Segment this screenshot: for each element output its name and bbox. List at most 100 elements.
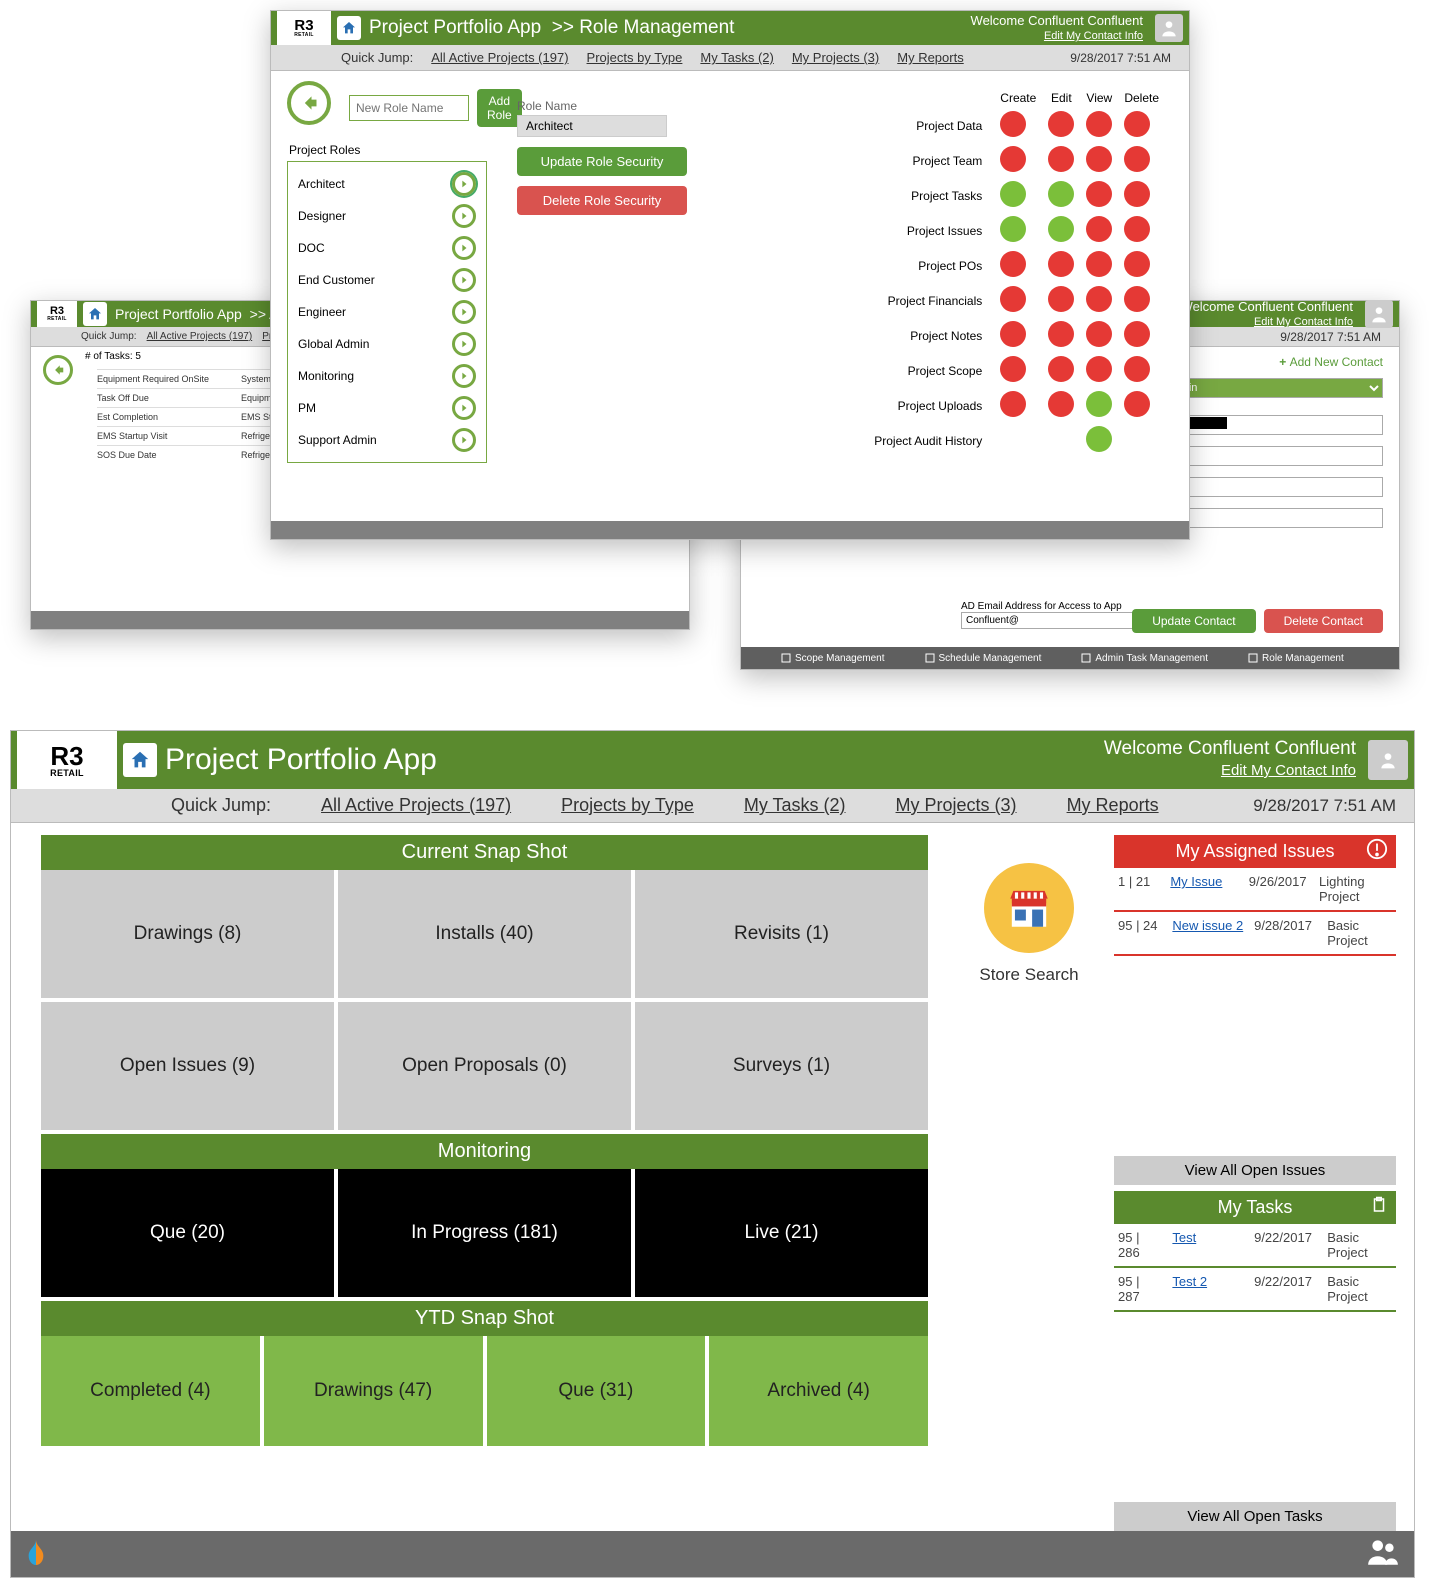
view-all-tasks[interactable]: View All Open Tasks <box>1114 1502 1396 1531</box>
perm-dot[interactable] <box>1000 181 1026 207</box>
avatar-icon[interactable] <box>1155 14 1183 42</box>
ad-email-input[interactable] <box>961 612 1161 629</box>
perm-dot[interactable] <box>1124 146 1150 172</box>
ytd-tile[interactable]: Archived (4) <box>709 1336 928 1446</box>
store-search[interactable]: Store Search <box>944 823 1114 1531</box>
edit-contact-link[interactable]: Edit My Contact Info <box>1044 30 1143 42</box>
monitoring-tile[interactable]: In Progress (181) <box>338 1169 631 1297</box>
perm-dot[interactable] <box>1124 251 1150 277</box>
qj-all[interactable]: All Active Projects (197) <box>431 50 568 65</box>
qj-type[interactable]: Projects by Type <box>587 50 683 65</box>
edit-contact-link[interactable]: Edit My Contact Info <box>1254 316 1353 328</box>
perm-dot[interactable] <box>1000 286 1026 312</box>
home-icon[interactable] <box>123 743 157 777</box>
issue-link[interactable]: My Issue <box>1170 874 1238 904</box>
perm-dot[interactable] <box>1000 111 1026 137</box>
footer-link[interactable]: Admin Task Management <box>1081 653 1208 664</box>
role-item[interactable]: Designer <box>298 200 476 232</box>
task-link[interactable]: Test <box>1172 1230 1244 1260</box>
new-role-input[interactable] <box>349 95 469 121</box>
perm-dot[interactable] <box>1086 426 1112 452</box>
qj-all[interactable]: All Active Projects (197) <box>321 795 511 816</box>
perm-dot[interactable] <box>1000 251 1026 277</box>
perm-dot[interactable] <box>1048 356 1074 382</box>
issue-link[interactable]: New issue 2 <box>1172 918 1244 948</box>
snapshot-tile[interactable]: Open Proposals (0) <box>338 1002 631 1130</box>
people-icon[interactable] <box>1366 1535 1400 1574</box>
perm-dot[interactable] <box>1048 216 1074 242</box>
qj-projects[interactable]: My Projects (3) <box>792 50 879 65</box>
perm-dot[interactable] <box>1124 216 1150 242</box>
perm-dot[interactable] <box>1124 181 1150 207</box>
task-link[interactable]: Test 2 <box>1172 1274 1244 1304</box>
role-item[interactable]: DOC <box>298 232 476 264</box>
perm-dot[interactable] <box>1048 286 1074 312</box>
footer-link[interactable]: Scope Management <box>781 653 885 664</box>
perm-dot[interactable] <box>1000 321 1026 347</box>
perm-dot[interactable] <box>1124 111 1150 137</box>
role-item[interactable]: End Customer <box>298 264 476 296</box>
ytd-tile[interactable]: Que (31) <box>487 1336 706 1446</box>
back-button[interactable] <box>43 355 73 385</box>
update-contact-button[interactable]: Update Contact <box>1132 609 1255 633</box>
qj-projects[interactable]: My Projects (3) <box>896 795 1017 816</box>
perm-dot[interactable] <box>1048 251 1074 277</box>
edit-contact-link[interactable]: Edit My Contact Info <box>1221 762 1356 779</box>
perm-dot[interactable] <box>1086 181 1112 207</box>
ytd-tile[interactable]: Completed (4) <box>41 1336 260 1446</box>
role-item[interactable]: Engineer <box>298 296 476 328</box>
perm-dot[interactable] <box>1086 286 1112 312</box>
perm-dot[interactable] <box>1124 391 1150 417</box>
back-button[interactable] <box>287 81 331 125</box>
perm-dot[interactable] <box>1048 181 1074 207</box>
monitoring-tile[interactable]: Live (21) <box>635 1169 928 1297</box>
ytd-tile[interactable]: Drawings (47) <box>264 1336 483 1446</box>
perm-dot[interactable] <box>1086 111 1112 137</box>
monitoring-tile[interactable]: Que (20) <box>41 1169 334 1297</box>
qj-type[interactable]: Projects by Type <box>561 795 694 816</box>
delete-role-button[interactable]: Delete Role Security <box>517 186 687 215</box>
snapshot-tile[interactable]: Open Issues (9) <box>41 1002 334 1130</box>
perm-dot[interactable] <box>1124 356 1150 382</box>
home-icon[interactable] <box>83 302 107 326</box>
perm-dot[interactable] <box>1048 391 1074 417</box>
perm-dot[interactable] <box>1124 286 1150 312</box>
view-all-issues[interactable]: View All Open Issues <box>1114 1156 1396 1185</box>
role-name-value: Architect <box>517 115 667 137</box>
perm-dot[interactable] <box>1086 251 1112 277</box>
qj-reports[interactable]: My Reports <box>1067 795 1159 816</box>
snapshot-tile[interactable]: Surveys (1) <box>635 1002 928 1130</box>
perm-dot[interactable] <box>1048 111 1074 137</box>
perm-dot[interactable] <box>1000 216 1026 242</box>
snapshot-tile[interactable]: Revisits (1) <box>635 870 928 998</box>
perm-dot[interactable] <box>1000 356 1026 382</box>
avatar-icon[interactable] <box>1368 740 1408 780</box>
perm-dot[interactable] <box>1000 391 1026 417</box>
perm-dot[interactable] <box>1048 146 1074 172</box>
perm-dot[interactable] <box>1086 216 1112 242</box>
perm-dot[interactable] <box>1086 391 1112 417</box>
perm-dot[interactable] <box>1086 356 1112 382</box>
qj-all[interactable]: All Active Projects (197) <box>147 331 253 342</box>
perm-dot[interactable] <box>1124 321 1150 347</box>
avatar-icon[interactable] <box>1365 300 1393 328</box>
snapshot-tile[interactable]: Drawings (8) <box>41 870 334 998</box>
perm-dot[interactable] <box>1086 146 1112 172</box>
home-icon[interactable] <box>337 16 361 40</box>
perm-dot[interactable] <box>1048 321 1074 347</box>
role-item[interactable]: PM <box>298 392 476 424</box>
qj-tasks[interactable]: My Tasks (2) <box>700 50 773 65</box>
role-item[interactable]: Global Admin <box>298 328 476 360</box>
perm-dot[interactable] <box>1000 146 1026 172</box>
update-role-button[interactable]: Update Role Security <box>517 147 687 176</box>
qj-tasks[interactable]: My Tasks (2) <box>744 795 846 816</box>
footer-link[interactable]: Role Management <box>1248 653 1344 664</box>
delete-contact-button[interactable]: Delete Contact <box>1264 609 1383 633</box>
perm-dot[interactable] <box>1086 321 1112 347</box>
role-item[interactable]: Support Admin <box>298 424 476 456</box>
qj-reports[interactable]: My Reports <box>897 50 963 65</box>
role-item[interactable]: Monitoring <box>298 360 476 392</box>
role-item[interactable]: Architect <box>298 168 476 200</box>
footer-link[interactable]: Schedule Management <box>925 653 1042 664</box>
snapshot-tile[interactable]: Installs (40) <box>338 870 631 998</box>
